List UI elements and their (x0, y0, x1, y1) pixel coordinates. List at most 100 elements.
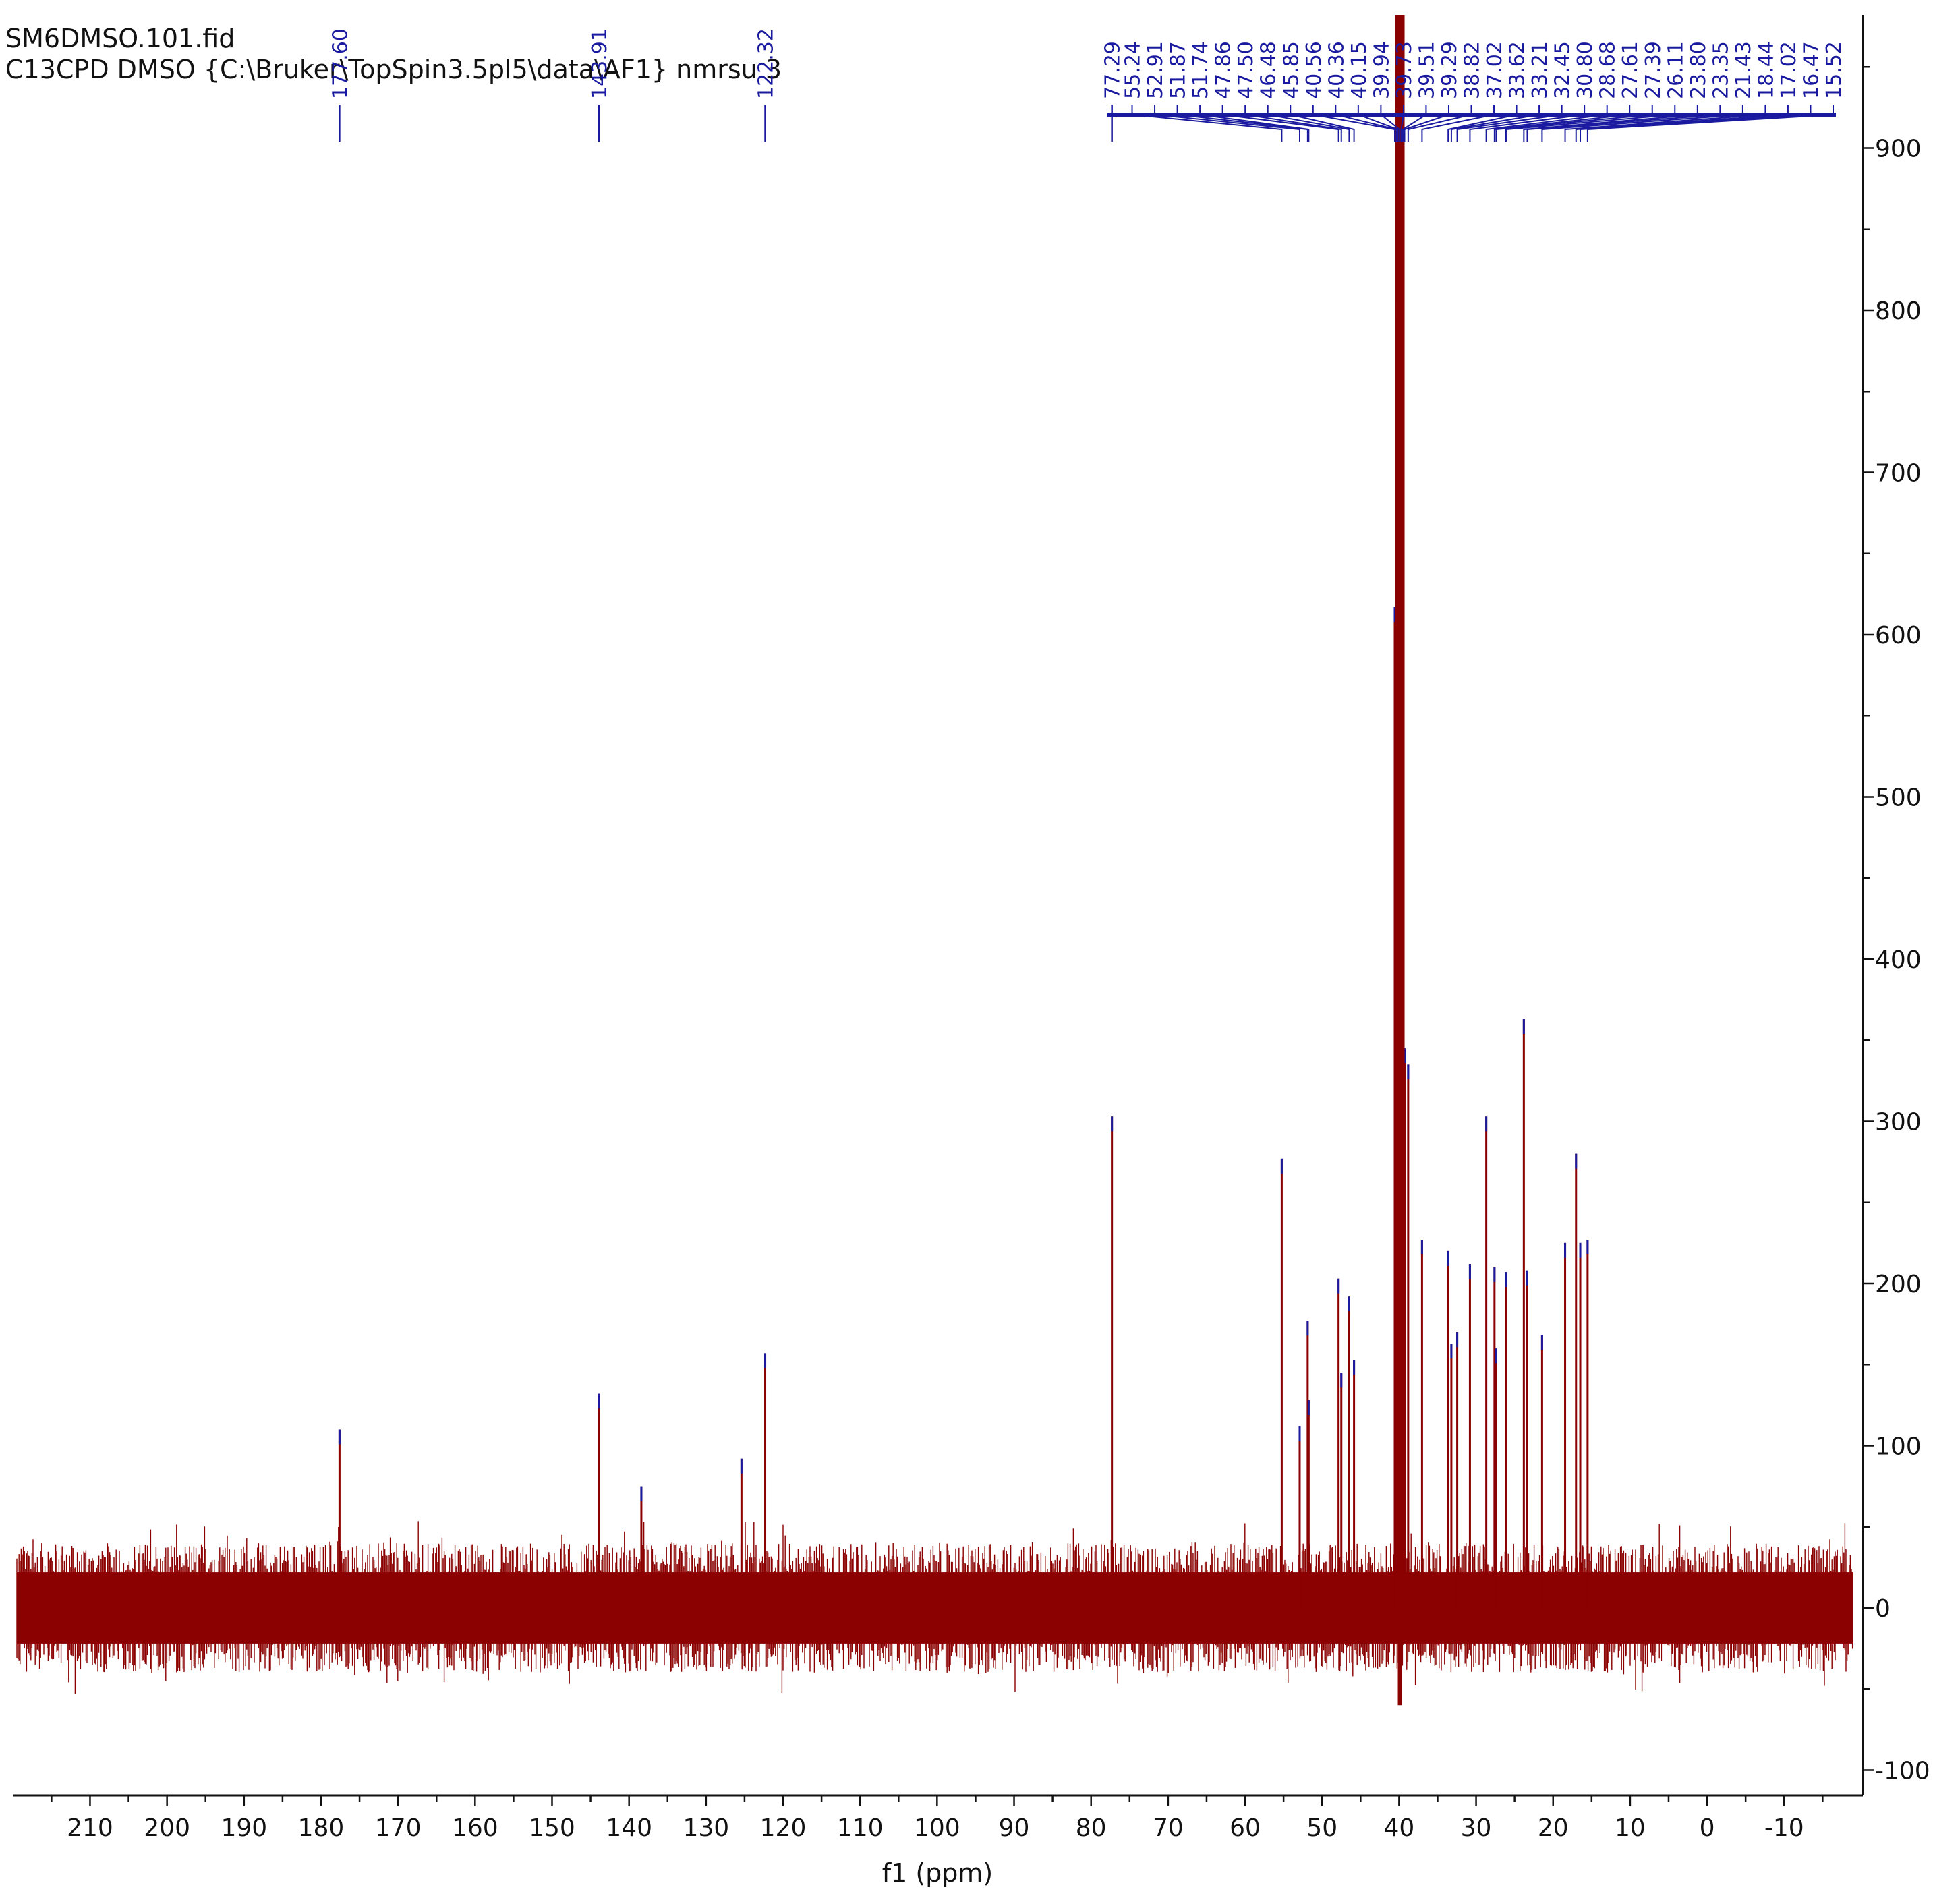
peak-label-leader (1457, 114, 1562, 130)
y-tick-label: 300 (1875, 1109, 1922, 1136)
x-tick-label: 40 (1383, 1814, 1414, 1842)
peak-label-leader (1290, 114, 1354, 130)
peak-label-leader (1527, 114, 1721, 130)
peak-label-leader (1335, 114, 1397, 130)
spectrum-header: SM6DMSO.101.fid C13CPD DMSO {C:\Bruker\T… (5, 23, 782, 85)
peak-label: 37.02 (1483, 41, 1507, 99)
x-tick-label: -10 (1764, 1814, 1804, 1842)
y-tick-label: 700 (1875, 460, 1922, 488)
baseline-noise (16, 1521, 1853, 1694)
x-tick-label: 70 (1153, 1814, 1184, 1842)
peak-label-leader (1448, 114, 1517, 130)
peak-label-leader (1132, 114, 1282, 130)
x-axis-label: f1 (ppm) (882, 1858, 993, 1888)
y-tick-label: 0 (1875, 1595, 1891, 1623)
peak-label-leader (1496, 114, 1652, 130)
peak-label-leader (1542, 114, 1743, 130)
peak-label-leader (1222, 114, 1339, 130)
x-tick-label: 210 (67, 1814, 113, 1842)
peak-label: 52.91 (1144, 41, 1167, 99)
x-tick-label: 150 (529, 1814, 575, 1842)
y-tick-label: 400 (1875, 946, 1922, 974)
x-tick-label: 90 (999, 1814, 1030, 1842)
peak-label: 33.62 (1506, 41, 1530, 99)
peak-label: 45.85 (1279, 41, 1303, 99)
peak-label: 27.39 (1642, 41, 1665, 99)
y-tick-label: 600 (1875, 622, 1922, 650)
x-tick-label: 80 (1076, 1814, 1107, 1842)
peak-label: 39.94 (1370, 41, 1393, 99)
x-tick-label: 200 (144, 1814, 190, 1842)
x-tick-label: 190 (221, 1814, 267, 1842)
peak-label: 177.60 (328, 28, 352, 99)
x-tick-label: 60 (1230, 1814, 1261, 1842)
x-tick-label: 120 (760, 1814, 807, 1842)
x-tick-label: 100 (914, 1814, 960, 1842)
y-tick-label: 500 (1875, 784, 1922, 812)
peak-label: 51.87 (1167, 41, 1190, 99)
y-tick-label: 100 (1875, 1433, 1922, 1461)
peak-label: 40.36 (1325, 41, 1348, 99)
x-tick-label: 20 (1538, 1814, 1569, 1842)
peak-label: 23.80 (1687, 41, 1710, 99)
peak-label: 55.24 (1122, 41, 1145, 99)
peak-label: 122.32 (755, 28, 778, 99)
peak-label-leader (1199, 114, 1309, 130)
peak-label-leader (1380, 114, 1400, 130)
peak-label: 15.52 (1822, 41, 1846, 99)
peak-label: 28.68 (1596, 41, 1620, 99)
peak-label: 40.15 (1348, 41, 1371, 99)
x-tick-label: 30 (1461, 1814, 1492, 1842)
peak-label-leader (1486, 114, 1607, 130)
peak-label: 39.51 (1415, 41, 1439, 99)
peak-label: 46.48 (1257, 41, 1281, 99)
peak-label-leader (1565, 114, 1766, 130)
x-tick-label: 130 (683, 1814, 729, 1842)
peak-label-leader (1312, 114, 1395, 130)
x-tick-label: 0 (1700, 1814, 1715, 1842)
x-tick-label: 170 (375, 1814, 422, 1842)
peak-label-leader (1400, 114, 1404, 130)
peak-label-leader (1451, 114, 1540, 130)
x-tick-label: 160 (452, 1814, 498, 1842)
peak-label-leader (1587, 114, 1834, 130)
experiment-info: C13CPD DMSO {C:\Bruker\TopSpin3.5pl5\dat… (5, 55, 782, 84)
y-tick-label: 900 (1875, 136, 1922, 163)
peak-label: 23.35 (1709, 41, 1733, 99)
y-tick-label: 800 (1875, 297, 1922, 325)
peak-label-leader (1505, 114, 1675, 130)
peak-label: 30.80 (1574, 41, 1597, 99)
peak-label: 47.86 (1212, 41, 1236, 99)
peak-label-leader (1470, 114, 1585, 130)
peak-label-leader (1267, 114, 1350, 130)
peak-label: 39.29 (1438, 41, 1462, 99)
file-name: SM6DMSO.101.fid (5, 24, 235, 53)
peak-label: 33.21 (1528, 41, 1552, 99)
peak-label-group: 177.60 143.91 122.32 77.2955.2452.9151.8751… (328, 28, 1846, 142)
peak-label: 26.11 (1664, 41, 1687, 99)
peak-label: 32.45 (1551, 41, 1575, 99)
peak-label-leader (1154, 114, 1300, 130)
y-tick-label: 200 (1875, 1271, 1922, 1298)
peak-label: 21.43 (1732, 41, 1756, 99)
peak-label-leader (1245, 114, 1341, 130)
peak-label: 27.61 (1619, 41, 1642, 99)
peak-label: 18.44 (1754, 41, 1778, 99)
noise-core (17, 1572, 1853, 1644)
peak-label-leader (1402, 114, 1426, 130)
x-tick-label: 140 (606, 1814, 652, 1842)
x-tick-label: 50 (1306, 1814, 1337, 1842)
peak-lines (338, 15, 1589, 1706)
peak-label: 17.02 (1777, 41, 1801, 99)
x-tick-label: 110 (837, 1814, 884, 1842)
peak-label: 38.82 (1461, 41, 1484, 99)
solvent-peak (1395, 15, 1405, 1608)
y-tick-label: -100 (1875, 1758, 1930, 1785)
peak-label: 16.47 (1799, 41, 1823, 99)
x-tick-label: 180 (298, 1814, 345, 1842)
peak-label-leader (1404, 114, 1449, 130)
peak-label-leader (1422, 114, 1495, 130)
